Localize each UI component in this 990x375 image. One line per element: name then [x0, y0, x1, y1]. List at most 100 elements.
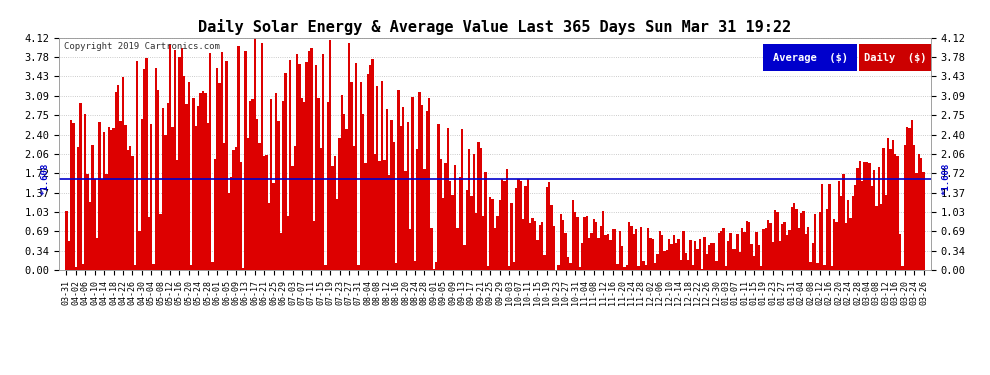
- Bar: [706, 254, 708, 270]
- Bar: [139, 231, 141, 270]
- Bar: [774, 210, 776, 270]
- Bar: [245, 51, 247, 270]
- Bar: [842, 174, 844, 270]
- Bar: [673, 235, 675, 270]
- Bar: [489, 197, 491, 270]
- Bar: [453, 165, 456, 270]
- Bar: [332, 166, 334, 270]
- Bar: [416, 149, 419, 270]
- Bar: [202, 91, 204, 270]
- Bar: [800, 213, 802, 270]
- Bar: [461, 129, 463, 270]
- Bar: [397, 90, 400, 270]
- Bar: [491, 199, 494, 270]
- Bar: [737, 234, 739, 270]
- Bar: [668, 240, 670, 270]
- Bar: [173, 50, 176, 270]
- Bar: [440, 159, 442, 270]
- Bar: [346, 129, 347, 270]
- Bar: [742, 228, 743, 270]
- Bar: [67, 241, 70, 270]
- Bar: [86, 174, 89, 270]
- Bar: [732, 249, 734, 270]
- Bar: [810, 262, 812, 270]
- Bar: [701, 269, 703, 270]
- Bar: [559, 214, 562, 270]
- Bar: [646, 228, 649, 270]
- Text: Average  ($): Average ($): [773, 53, 847, 63]
- Bar: [446, 128, 449, 270]
- Bar: [82, 264, 84, 270]
- Bar: [510, 203, 513, 270]
- Bar: [624, 267, 626, 270]
- Bar: [607, 234, 609, 270]
- Bar: [79, 103, 82, 270]
- Bar: [458, 177, 461, 270]
- Bar: [484, 172, 487, 270]
- Bar: [718, 232, 720, 270]
- Bar: [65, 211, 67, 270]
- Bar: [875, 206, 877, 270]
- Bar: [77, 147, 79, 270]
- Bar: [840, 196, 842, 270]
- Bar: [219, 83, 221, 270]
- Bar: [708, 245, 711, 270]
- Bar: [814, 214, 817, 270]
- Bar: [190, 266, 192, 270]
- Bar: [385, 109, 388, 270]
- Bar: [750, 244, 752, 270]
- Bar: [141, 119, 143, 270]
- Text: *1.608: *1.608: [941, 163, 950, 195]
- Bar: [515, 189, 518, 270]
- Bar: [734, 249, 737, 270]
- Bar: [423, 169, 426, 270]
- Bar: [824, 265, 826, 270]
- Bar: [433, 269, 435, 270]
- Bar: [885, 195, 887, 270]
- Bar: [339, 138, 341, 270]
- Bar: [730, 233, 732, 270]
- Bar: [877, 167, 880, 270]
- Bar: [847, 200, 849, 270]
- Bar: [904, 144, 906, 270]
- Bar: [612, 228, 614, 270]
- Bar: [817, 263, 819, 270]
- Bar: [238, 45, 240, 270]
- Bar: [916, 173, 918, 270]
- Bar: [725, 266, 727, 270]
- Bar: [762, 229, 764, 270]
- Bar: [873, 170, 875, 270]
- Bar: [412, 97, 414, 270]
- Bar: [849, 218, 851, 270]
- Bar: [600, 226, 602, 270]
- Bar: [802, 211, 805, 270]
- Bar: [723, 228, 725, 270]
- Bar: [122, 77, 124, 270]
- Bar: [626, 266, 628, 270]
- Bar: [595, 222, 597, 270]
- Bar: [694, 241, 696, 270]
- Bar: [291, 166, 294, 270]
- Bar: [819, 212, 821, 270]
- Bar: [211, 262, 214, 270]
- Bar: [720, 231, 723, 270]
- Bar: [240, 162, 242, 270]
- Bar: [376, 86, 378, 270]
- Bar: [101, 179, 103, 270]
- Bar: [532, 218, 534, 270]
- Text: Copyright 2019 Cartronics.com: Copyright 2019 Cartronics.com: [63, 42, 220, 51]
- Bar: [856, 168, 858, 270]
- Bar: [675, 243, 677, 270]
- Bar: [115, 92, 117, 270]
- Bar: [195, 126, 197, 270]
- Bar: [602, 211, 605, 270]
- Bar: [284, 73, 287, 270]
- Bar: [472, 154, 475, 270]
- Bar: [574, 212, 576, 270]
- Bar: [260, 43, 263, 270]
- Bar: [487, 266, 489, 270]
- Bar: [251, 99, 253, 270]
- Bar: [143, 69, 146, 270]
- Bar: [833, 219, 836, 270]
- Bar: [752, 256, 755, 270]
